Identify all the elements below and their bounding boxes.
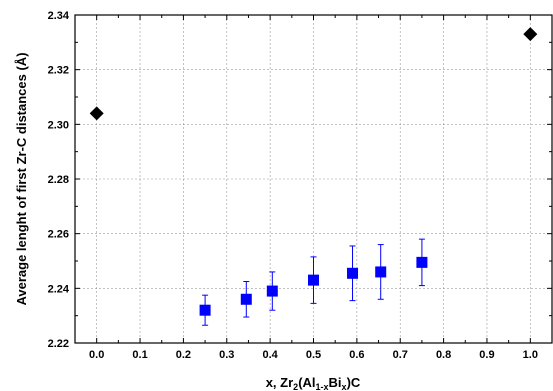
x-tick-labels: 0.0 0.1 0.2 0.3 0.4 0.5 0.6 0.7 0.8 0.9 1.0 (89, 349, 538, 361)
x-axis-title-sub3: x (342, 382, 347, 391)
x-axis-title-sub1: 2 (293, 382, 298, 391)
x-axis-title-sub2: 1-x (316, 382, 329, 391)
data-point-square (240, 293, 252, 305)
data-point-square (308, 274, 319, 286)
x-tick-label: 0.4 (262, 349, 278, 361)
x-tick-label: 0.9 (479, 349, 494, 361)
axis-ticks (75, 14, 552, 344)
x-axis-title-mid2: Bi (329, 375, 342, 390)
y-tick-label: 2.30 (48, 119, 69, 131)
y-tick-label: 2.22 (48, 338, 69, 350)
data-point-square (199, 304, 211, 316)
x-axis-title-suffix: )C (347, 375, 361, 390)
data-point-square (347, 267, 359, 279)
x-axis-title: x, Zr2(Al1-xBix)C (266, 375, 361, 391)
data-point-square (375, 266, 387, 278)
x-tick-label: 0.7 (393, 349, 408, 361)
y-axis-title: Average lenght of first Zr-C distances (… (14, 52, 29, 305)
x-tick-label: 0.2 (176, 349, 191, 361)
x-tick-label: 0.6 (349, 349, 364, 361)
x-axis-title-prefix: x, Zr (266, 375, 293, 390)
series (89, 27, 538, 326)
grid (75, 14, 552, 344)
x-tick-label: 0.3 (219, 349, 234, 361)
y-tick-label: 2.24 (48, 283, 70, 295)
y-tick-label: 2.28 (48, 174, 69, 186)
plot-frame (74, 14, 553, 344)
y-tick-label: 2.26 (48, 229, 69, 241)
data-point-square (416, 256, 428, 268)
x-axis-title-mid1: (Al (298, 375, 315, 390)
y-tick-label: 2.34 (48, 10, 70, 22)
x-tick-label: 1.0 (523, 349, 538, 361)
x-tick-label: 0.0 (89, 349, 104, 361)
x-tick-label: 0.8 (436, 349, 451, 361)
data-point-diamond (523, 27, 538, 42)
data-point-square (266, 285, 278, 297)
y-tick-labels: 2.22 2.24 2.26 2.28 2.30 2.32 2.34 (48, 10, 70, 350)
data-point-diamond (89, 106, 104, 121)
x-tick-label: 0.1 (132, 349, 147, 361)
x-tick-label: 0.5 (306, 349, 321, 361)
y-tick-label: 2.32 (48, 65, 69, 77)
